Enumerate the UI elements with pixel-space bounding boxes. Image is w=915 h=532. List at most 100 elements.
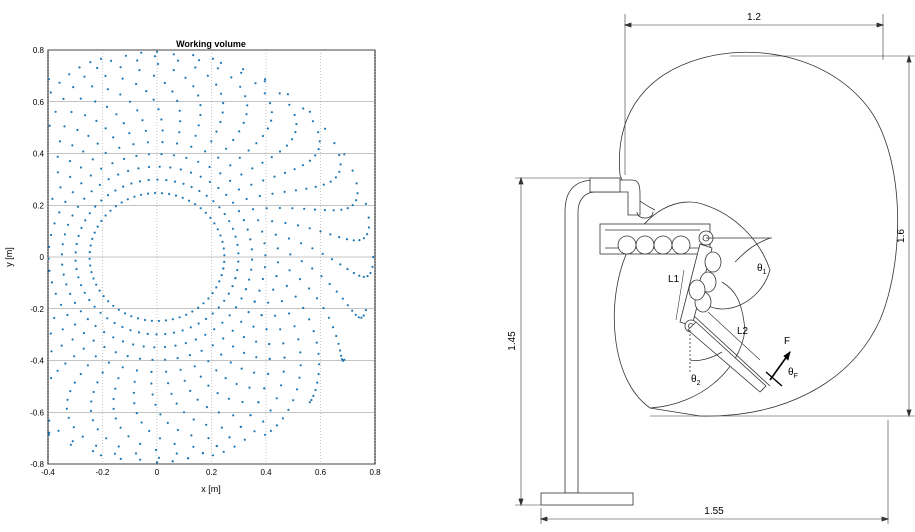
data-point — [81, 435, 84, 438]
data-point — [216, 67, 219, 70]
data-point — [62, 273, 65, 276]
data-point — [288, 103, 291, 106]
data-point — [157, 456, 161, 459]
data-point — [135, 154, 138, 157]
data-point — [107, 194, 110, 197]
y-tick-label: -0.6 — [30, 408, 44, 417]
data-point — [267, 372, 270, 375]
data-point — [314, 185, 317, 188]
y-tick-label: 0.2 — [33, 201, 45, 210]
data-point — [104, 127, 107, 130]
data-point — [73, 355, 76, 358]
data-point — [212, 200, 215, 203]
data-point — [74, 251, 77, 254]
data-point — [164, 358, 167, 361]
data-point — [234, 277, 237, 280]
data-point — [327, 316, 330, 319]
data-point — [292, 399, 295, 402]
data-point — [56, 155, 59, 158]
data-point — [128, 100, 132, 103]
data-point — [112, 336, 115, 339]
data-point — [187, 457, 190, 460]
data-point — [240, 297, 243, 300]
data-point — [51, 197, 54, 200]
data-point — [95, 283, 98, 286]
data-point — [246, 228, 249, 231]
data-point — [192, 445, 195, 448]
data-point — [94, 324, 97, 328]
data-point — [80, 226, 83, 229]
data-point — [56, 171, 60, 174]
data-point — [339, 163, 342, 166]
data-point — [222, 267, 225, 270]
data-point — [134, 452, 138, 455]
data-point — [82, 347, 85, 350]
data-point — [318, 140, 321, 143]
data-point — [167, 382, 170, 385]
data-point — [66, 313, 69, 317]
data-point — [170, 392, 173, 395]
data-point — [49, 91, 52, 94]
data-point — [182, 411, 186, 414]
data-point — [155, 333, 158, 336]
data-point — [219, 234, 222, 237]
data-point — [213, 328, 216, 331]
data-point — [197, 322, 200, 325]
data-point — [220, 426, 223, 429]
data-point — [294, 295, 297, 298]
data-point — [281, 417, 284, 420]
data-point — [240, 320, 243, 323]
link2-label: L2 — [737, 326, 749, 337]
y-tick-label: 0.6 — [33, 98, 45, 107]
drawing-labels: 1.2 1.6 1.45 1.55 L1 L2 θ1 θ2 θF F — [507, 12, 907, 517]
data-point — [114, 189, 117, 192]
data-point — [268, 342, 271, 346]
data-point — [112, 407, 115, 410]
data-point — [298, 278, 302, 281]
data-point — [121, 340, 125, 343]
data-point — [252, 325, 255, 328]
data-point — [283, 190, 286, 193]
chart-title: Working volume — [176, 39, 246, 49]
data-point — [356, 192, 359, 195]
data-point — [243, 351, 246, 354]
data-point — [82, 332, 85, 335]
y-tick-label: 0.8 — [33, 46, 45, 55]
data-point — [269, 429, 272, 432]
theta1-label: θ1 — [757, 263, 767, 276]
data-point — [146, 332, 149, 335]
data-point — [343, 153, 346, 156]
data-point — [228, 220, 231, 223]
data-point — [176, 59, 180, 62]
muscle-bead — [704, 251, 722, 273]
data-point — [338, 349, 342, 352]
data-point — [268, 357, 271, 360]
data-point — [114, 417, 117, 420]
data-point — [263, 92, 266, 95]
data-point — [136, 317, 140, 320]
data-point — [324, 127, 327, 130]
data-point — [278, 206, 281, 210]
data-point — [165, 370, 168, 373]
data-point — [367, 226, 370, 229]
data-point — [238, 130, 241, 133]
data-point — [88, 298, 91, 302]
data-point — [126, 198, 129, 201]
data-point — [176, 428, 179, 432]
data-point — [207, 297, 210, 300]
data-point — [228, 436, 231, 439]
data-point — [219, 172, 222, 175]
data-point — [239, 425, 242, 428]
y-tick-label: -0.4 — [30, 357, 44, 366]
data-point — [67, 416, 70, 419]
data-point — [200, 349, 203, 352]
data-point — [112, 397, 115, 401]
data-point — [192, 85, 195, 88]
muscle-bead — [688, 279, 706, 301]
data-point — [276, 247, 279, 250]
data-point — [173, 442, 176, 445]
data-point — [117, 445, 120, 448]
data-point — [255, 356, 258, 359]
data-point — [372, 255, 375, 259]
data-point — [276, 261, 280, 264]
